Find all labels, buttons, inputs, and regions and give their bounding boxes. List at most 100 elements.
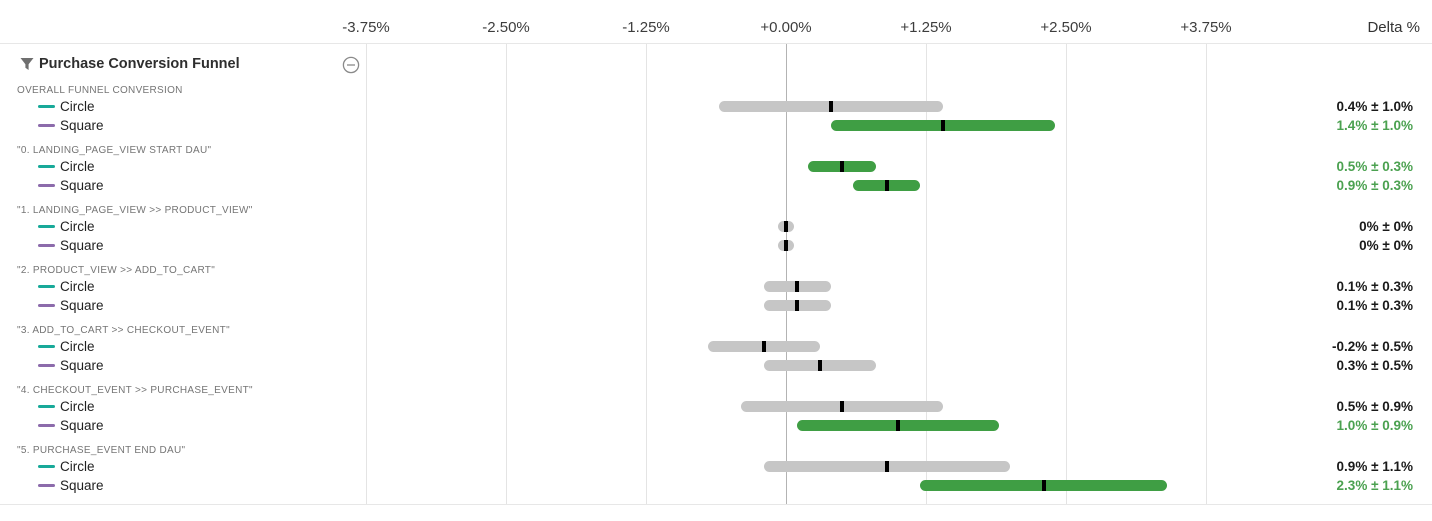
series-row: Square 0.9% ± 0.3% — [0, 176, 1432, 195]
point-estimate-tick — [795, 281, 800, 292]
delta-value: 0.1% ± 0.3% — [1336, 279, 1413, 294]
series-label: Circle — [60, 219, 95, 234]
delta-value: 1.4% ± 1.0% — [1336, 118, 1413, 133]
metric-group: "1. LANDING_PAGE_VIEW >> PRODUCT_VIEW" C… — [0, 204, 1432, 264]
series-label: Square — [60, 478, 104, 493]
axis-tick-label: +0.00% — [760, 19, 812, 36]
metric-name: "0. LANDING_PAGE_VIEW START DAU" — [17, 145, 212, 156]
metric-name: "5. PURCHASE_EVENT END DAU" — [17, 445, 186, 456]
collapse-group-button[interactable] — [342, 56, 360, 74]
series-legend-dash-icon — [38, 225, 55, 228]
axis-tick-label: +1.25% — [900, 19, 952, 36]
series-label: Circle — [60, 159, 95, 174]
metric-name: "2. PRODUCT_VIEW >> ADD_TO_CART" — [17, 265, 216, 276]
metric-group: "3. ADD_TO_CART >> CHECKOUT_EVENT" Circl… — [0, 324, 1432, 384]
zero-gridline — [786, 44, 787, 504]
axis-header: -3.75% -2.50% -1.25% +0.00% +1.25% +2.50% +3.7… — [0, 0, 1432, 44]
gridline — [506, 44, 507, 504]
metric-name: "1. LANDING_PAGE_VIEW >> PRODUCT_VIEW" — [17, 205, 253, 216]
metric-group: "5. PURCHASE_EVENT END DAU" Circle 0.9% … — [0, 444, 1432, 504]
metric-group-header: Purchase Conversion Funnel — [0, 44, 368, 84]
axis-tick-label: -3.75% — [342, 19, 390, 36]
delta-value: -0.2% ± 0.5% — [1332, 339, 1413, 354]
series-label: Square — [60, 178, 104, 193]
series-row: Circle 0.5% ± 0.3% — [0, 157, 1432, 176]
delta-value: 0.9% ± 0.3% — [1336, 178, 1413, 193]
point-estimate-tick — [896, 420, 900, 431]
series-legend-dash-icon — [38, 424, 55, 427]
series-legend-dash-icon — [38, 465, 55, 468]
series-row: Square 0.1% ± 0.3% — [0, 296, 1432, 315]
metric-group-title: Purchase Conversion Funnel — [39, 56, 240, 72]
series-row: Square 1.4% ± 1.0% — [0, 116, 1432, 135]
delta-value: 0.9% ± 1.1% — [1336, 459, 1413, 474]
metric-name: "3. ADD_TO_CART >> CHECKOUT_EVENT" — [17, 325, 230, 336]
minus-circle-icon — [342, 56, 360, 77]
point-estimate-tick — [784, 221, 788, 232]
series-label: Square — [60, 298, 104, 313]
series-label: Square — [60, 418, 104, 433]
filter-funnel-icon — [20, 57, 34, 76]
point-estimate-tick — [761, 341, 766, 352]
series-row: Square 1.0% ± 0.9% — [0, 416, 1432, 435]
series-label: Circle — [60, 399, 95, 414]
metric-name: OVERALL FUNNEL CONVERSION — [17, 85, 183, 96]
delta-value: 2.3% ± 1.1% — [1336, 478, 1413, 493]
series-row: Circle -0.2% ± 0.5% — [0, 337, 1432, 356]
series-label: Circle — [60, 339, 95, 354]
gridline — [646, 44, 647, 504]
metric-name: "4. CHECKOUT_EVENT >> PURCHASE_EVENT" — [17, 385, 253, 396]
delta-value: 0% ± 0% — [1359, 238, 1413, 253]
gridline — [366, 44, 367, 504]
series-row: Square 0.3% ± 0.5% — [0, 356, 1432, 375]
axis-tick-label: -1.25% — [622, 19, 670, 36]
series-legend-dash-icon — [38, 304, 55, 307]
point-estimate-tick — [817, 360, 822, 371]
series-row: Circle 0.9% ± 1.1% — [0, 457, 1432, 476]
series-label: Square — [60, 118, 104, 133]
series-legend-dash-icon — [38, 105, 55, 108]
series-legend-dash-icon — [38, 244, 55, 247]
series-row: Circle 0% ± 0% — [0, 217, 1432, 236]
gridline — [1206, 44, 1207, 504]
point-estimate-tick — [828, 101, 833, 112]
series-legend-dash-icon — [38, 364, 55, 367]
series-legend-dash-icon — [38, 124, 55, 127]
point-estimate-tick — [940, 120, 945, 131]
point-estimate-tick — [840, 401, 844, 412]
delta-value: 1.0% ± 0.9% — [1336, 418, 1413, 433]
axis-tick-label: +2.50% — [1040, 19, 1092, 36]
series-legend-dash-icon — [38, 165, 55, 168]
series-legend-dash-icon — [38, 405, 55, 408]
delta-value: 0.4% ± 1.0% — [1336, 99, 1413, 114]
point-estimate-tick — [884, 461, 889, 472]
delta-value: 0.5% ± 0.3% — [1336, 159, 1413, 174]
delta-column-header: Delta % — [1367, 19, 1420, 36]
metric-group: "2. PRODUCT_VIEW >> ADD_TO_CART" Circle … — [0, 264, 1432, 324]
gridline — [1066, 44, 1067, 504]
axis-tick-label: +3.75% — [1180, 19, 1232, 36]
metric-group: "0. LANDING_PAGE_VIEW START DAU" Circle … — [0, 144, 1432, 204]
series-label: Circle — [60, 459, 95, 474]
delta-value: 0.3% ± 0.5% — [1336, 358, 1413, 373]
series-legend-dash-icon — [38, 484, 55, 487]
point-estimate-tick — [884, 180, 889, 191]
series-label: Square — [60, 238, 104, 253]
axis-tick-label: -2.50% — [482, 19, 530, 36]
series-row: Circle 0.5% ± 0.9% — [0, 397, 1432, 416]
chart-bottom-border — [0, 504, 1432, 505]
metric-group: "4. CHECKOUT_EVENT >> PURCHASE_EVENT" Ci… — [0, 384, 1432, 444]
delta-value: 0.5% ± 0.9% — [1336, 399, 1413, 414]
series-legend-dash-icon — [38, 285, 55, 288]
metric-groups: OVERALL FUNNEL CONVERSION Circle 0.4% ± … — [0, 84, 1432, 504]
series-label: Square — [60, 358, 104, 373]
metric-group: OVERALL FUNNEL CONVERSION Circle 0.4% ± … — [0, 84, 1432, 144]
gridline — [926, 44, 927, 504]
point-estimate-tick — [784, 240, 788, 251]
point-estimate-tick — [795, 300, 800, 311]
series-legend-dash-icon — [38, 184, 55, 187]
series-row: Square 2.3% ± 1.1% — [0, 476, 1432, 495]
series-row: Square 0% ± 0% — [0, 236, 1432, 255]
series-row: Circle 0.1% ± 0.3% — [0, 277, 1432, 296]
point-estimate-tick — [1041, 480, 1046, 491]
